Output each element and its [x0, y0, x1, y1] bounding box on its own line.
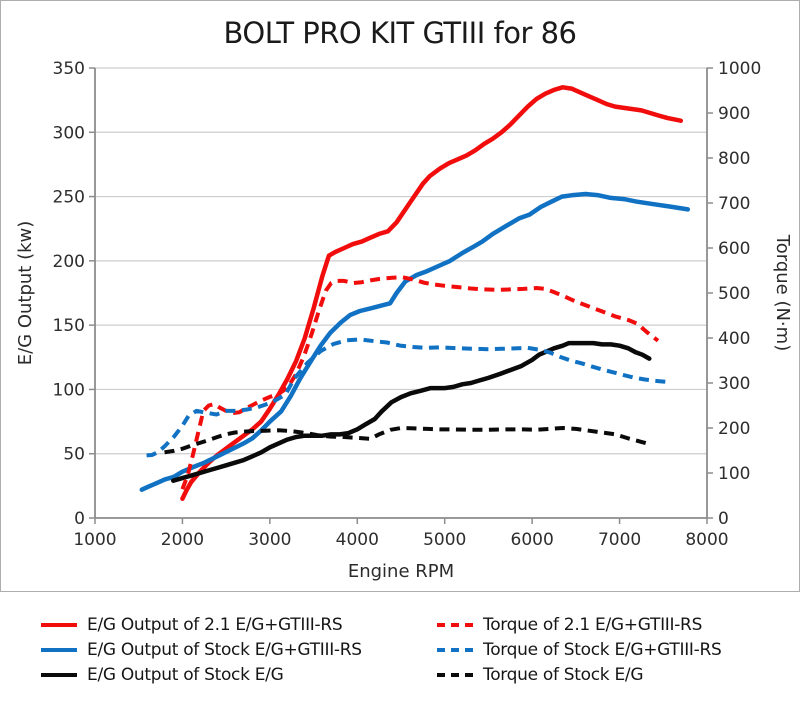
- legend-line-sample-blue-dashed: [437, 647, 473, 652]
- legend-line-sample-red-solid: [41, 622, 77, 627]
- y-right-tick-label: 500: [718, 284, 750, 304]
- series-curve-3: [180, 275, 660, 490]
- x-tick-label: 3000: [248, 530, 291, 550]
- y-right-tick-label: 600: [718, 239, 750, 259]
- y-left-tick-label: 0: [74, 509, 85, 529]
- y-left-tick-label: 250: [53, 188, 85, 208]
- x-axis-title: Engine RPM: [348, 561, 454, 582]
- chart-canvas: 0 50 100 150 200 250 300 350 0 100 200 300 400 500 600…: [15, 16, 793, 582]
- legend-line-sample-blue-solid: [41, 647, 77, 652]
- y-right-axis-title: Torque (N·m): [772, 234, 793, 351]
- y-left-tick-label: 200: [53, 252, 85, 272]
- x-tick-label: 6000: [511, 530, 554, 550]
- gridlines-layer: [95, 67, 707, 455]
- y-right-tick-label: 800: [718, 149, 750, 169]
- y-left-axis-title: E/G Output (kw): [15, 221, 36, 366]
- legend-item-torque-21: Torque of 2.1 E/G+GTIII-RS: [437, 612, 800, 637]
- legend-line-sample-black-solid: [41, 672, 77, 677]
- series-curve-4: [146, 337, 669, 458]
- chart-panel: 0 50 100 150 200 250 300 350 0 100 200 300 400 500 600…: [0, 0, 800, 592]
- y-left-tick-label: 350: [53, 59, 85, 79]
- legend-line-sample-red-dashed: [437, 622, 473, 627]
- tick-labels-layer: 0 50 100 150 200 250 300 350 0 100 200 300 400 500 600…: [53, 59, 762, 550]
- x-tick-label: 4000: [336, 530, 379, 550]
- y-left-tick-label: 300: [53, 123, 85, 143]
- y-right-tick-label: 700: [718, 194, 750, 214]
- legend-item-output-stock-gtiii: E/G Output of Stock E/G+GTIII-RS: [41, 637, 437, 662]
- y-left-tick-label: 50: [63, 445, 85, 465]
- x-tick-label: 2000: [161, 530, 204, 550]
- y-right-tick-label: 200: [718, 419, 750, 439]
- legend-label: E/G Output of Stock E/G+GTIII-RS: [87, 639, 362, 660]
- series-curve-5: [164, 426, 651, 455]
- series-curve-1: [139, 191, 691, 492]
- y-left-tick-label: 100: [53, 380, 85, 400]
- legend-item-torque-stock: Torque of Stock E/G: [437, 662, 800, 687]
- legend-line-sample-black-dashed: [437, 672, 473, 677]
- legend-label: Torque of 2.1 E/G+GTIII-RS: [483, 614, 703, 635]
- x-tick-label: 5000: [423, 530, 466, 550]
- y-right-tick-label: 300: [718, 374, 750, 394]
- y-right-tick-label: 1000: [718, 59, 761, 79]
- y-left-tick-label: 150: [53, 316, 85, 336]
- y-right-tick-label: 400: [718, 329, 750, 349]
- legend-item-torque-stock-gtiii: Torque of Stock E/G+GTIII-RS: [437, 637, 800, 662]
- legend-label: Torque of Stock E/G+GTIII-RS: [483, 639, 722, 660]
- x-tick-label: 8000: [685, 530, 728, 550]
- x-tick-label: 1000: [73, 530, 116, 550]
- y-right-tick-label: 100: [718, 464, 750, 484]
- chart-legend: E/G Output of 2.1 E/G+GTIII-RS E/G Outpu…: [0, 612, 800, 687]
- series-curve-2: [170, 340, 652, 483]
- y-right-tick-label: 0: [718, 509, 729, 529]
- legend-item-output-stock: E/G Output of Stock E/G: [41, 662, 437, 687]
- y-right-tick-label: 900: [718, 104, 750, 124]
- series-curve-0: [180, 85, 684, 501]
- axes-layer: [89, 67, 713, 524]
- legend-label: E/G Output of Stock E/G: [87, 664, 284, 685]
- x-tick-label: 7000: [598, 530, 641, 550]
- legend-item-output-21: E/G Output of 2.1 E/G+GTIII-RS: [41, 612, 437, 637]
- legend-label: Torque of Stock E/G: [483, 664, 644, 685]
- series-layer: [139, 85, 691, 501]
- chart-title: BOLT PRO KIT GTIII for 86: [223, 16, 576, 50]
- legend-label: E/G Output of 2.1 E/G+GTIII-RS: [87, 614, 343, 635]
